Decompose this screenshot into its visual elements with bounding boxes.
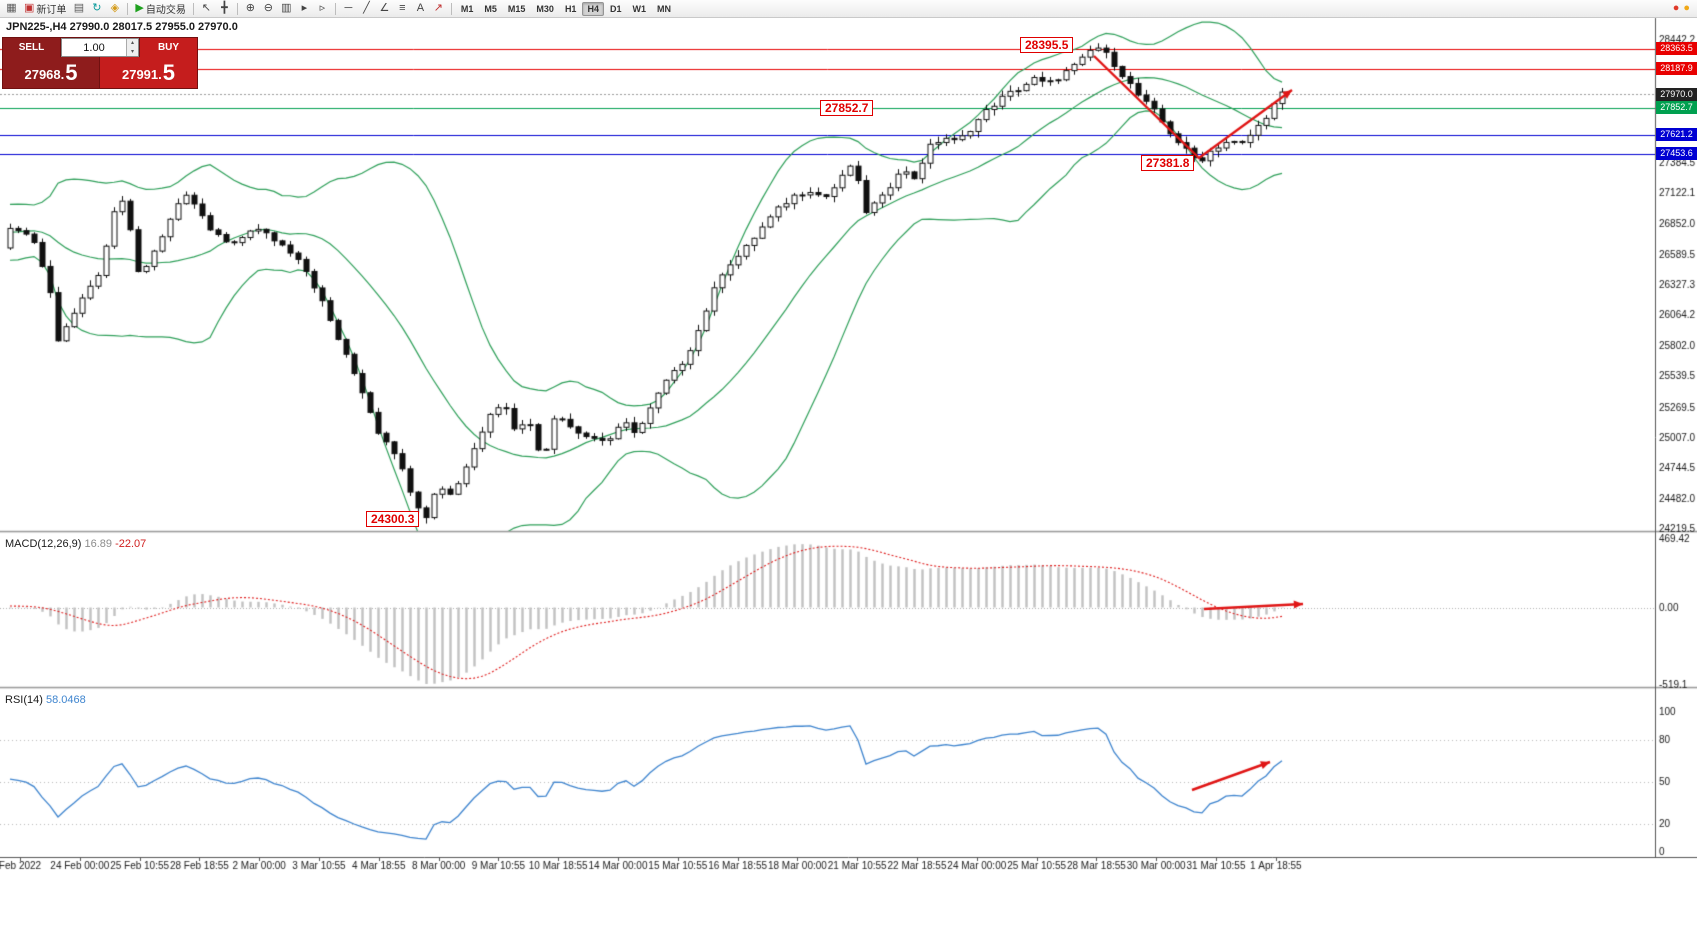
rsi-name: RSI(14) <box>5 694 43 706</box>
buy-price-main: 27991. <box>121 67 162 82</box>
timeframe-button-m15[interactable]: M15 <box>507 3 526 14</box>
refresh-icon: ↻ <box>92 2 102 14</box>
favorites-button[interactable]: ◈ <box>106 1 123 16</box>
new-order-icon: ▣ <box>24 2 35 14</box>
charts-grid-icon: ▦ <box>6 2 17 14</box>
auto-trading-icon: ▶ <box>135 2 144 14</box>
auto-scroll-icon: ▸ <box>301 2 308 14</box>
arrow-tool-button[interactable]: ↗ <box>430 1 447 16</box>
zoom-out-icon: ⊖ <box>263 2 273 14</box>
charts-grid-button[interactable]: ▦ <box>3 1 20 16</box>
text-tool-button[interactable]: A <box>412 1 429 16</box>
chart-symbol-ohlc: JPN225-,H4 27990.0 28017.5 27955.0 27970… <box>6 21 238 33</box>
chart-list-button[interactable]: ▤ <box>70 1 87 16</box>
volume-spinner: ▴ ▾ <box>126 39 138 56</box>
chart-shift-button[interactable]: ▹ <box>314 1 331 16</box>
toolbar-separator <box>450 2 452 15</box>
buy-price-pip: 5 <box>162 60 175 85</box>
hline-tool-button[interactable]: ─ <box>340 1 357 16</box>
new-order-button-label: 新订单 <box>36 5 67 16</box>
trendline-tool-button[interactable]: ╱ <box>358 1 375 16</box>
zoom-out-button[interactable]: ⊖ <box>260 1 277 16</box>
buy-price[interactable]: 27991. 5 <box>100 57 197 88</box>
timeframe-button-m30[interactable]: M30 <box>536 3 554 14</box>
one-click-trading-widget: SELL ▴ ▾ BUY 27968.5 27991.5 <box>2 37 198 89</box>
toolbar-right-icons: ● ● <box>1673 3 1694 14</box>
timeframe-button-h4[interactable]: H4 <box>582 1 604 16</box>
buy-button[interactable]: BUY <box>139 38 197 57</box>
trade-widget-prices: 27968. 5 27991. 5 <box>3 57 197 88</box>
toolbar-separator <box>192 2 194 15</box>
toolbar-separator <box>334 2 336 15</box>
zoom-in-button[interactable]: ⊕ <box>242 1 259 16</box>
arrow-tool-icon: ↗ <box>433 2 443 14</box>
timeframe-button-m5[interactable]: M5 <box>484 3 497 14</box>
crosshair-button[interactable]: ╋ <box>216 1 233 16</box>
sell-price[interactable]: 27968. 5 <box>3 57 100 88</box>
timeframe-button-w1[interactable]: W1 <box>632 3 646 14</box>
notification-icon[interactable]: ● <box>1683 2 1690 14</box>
zoom-in-icon: ⊕ <box>245 2 255 14</box>
hline-tool-icon: ─ <box>344 2 353 14</box>
chart-shift-icon: ▹ <box>319 2 326 14</box>
fibonacci-tool-icon: ≡ <box>399 2 406 14</box>
channel-tool-icon: ∠ <box>379 2 390 14</box>
channel-tool-button[interactable]: ∠ <box>376 1 393 16</box>
tile-windows-icon: ▥ <box>281 2 292 14</box>
new-order-button[interactable]: ▣ 新订单 <box>21 1 69 17</box>
macd-name: MACD(12,26,9) <box>5 538 82 550</box>
toolbar-separator <box>236 2 238 15</box>
auto-trading-button[interactable]: ▶ 自动交易 <box>132 1 188 17</box>
alert-icon[interactable]: ● <box>1672 2 1680 14</box>
fibonacci-tool-button[interactable]: ≡ <box>394 1 411 16</box>
chart-list-icon: ▤ <box>73 2 85 14</box>
refresh-button[interactable]: ↻ <box>88 1 105 16</box>
toolbar-separator <box>127 2 129 15</box>
trendline-tool-icon: ╱ <box>363 2 370 14</box>
cursor-button[interactable]: ↖ <box>198 1 215 16</box>
auto-trading-button-label: 自动交易 <box>145 5 186 16</box>
rsi-value: 58.0468 <box>45 694 86 706</box>
cursor-icon: ↖ <box>201 2 211 14</box>
volume-increase-button[interactable]: ▴ <box>127 39 138 48</box>
crosshair-icon: ╋ <box>221 2 228 14</box>
auto-scroll-button[interactable]: ▸ <box>296 1 313 16</box>
macd-main-value: 16.89 <box>84 538 113 550</box>
timeframe-button-h1[interactable]: H1 <box>564 3 577 14</box>
volume-input[interactable] <box>62 39 126 56</box>
sell-price-pip: 5 <box>65 60 78 85</box>
rsi-indicator-label: RSI(14) 58.0468 <box>5 694 86 706</box>
timeframe-button-m1[interactable]: M1 <box>460 3 474 14</box>
timeframe-button-d1[interactable]: D1 <box>609 3 622 14</box>
volume-field: ▴ ▾ <box>61 38 139 57</box>
sell-price-main: 27968. <box>24 67 65 82</box>
favorites-icon: ◈ <box>110 2 120 14</box>
text-tool-icon: A <box>416 2 425 14</box>
trade-widget-top-row: SELL ▴ ▾ BUY <box>3 38 197 57</box>
tile-windows-button[interactable]: ▥ <box>278 1 295 16</box>
toolbar: ▦ ▣ 新订单 ▤ ↻ ◈ ▶ 自动交易 ↖ ╋ ⊕ ⊖ ▥ ▸ ▹ ─ ╱ ∠ ≡ A ↗ M1 M5 M15 M30 H1 H4… <box>0 0 1697 18</box>
volume-decrease-button[interactable]: ▾ <box>127 47 138 56</box>
macd-indicator-label: MACD(12,26,9) 16.89 -22.07 <box>5 538 146 550</box>
sell-button[interactable]: SELL <box>3 38 61 57</box>
macd-signal-value: -22.07 <box>115 538 147 550</box>
timeframe-button-mn[interactable]: MN <box>656 3 671 14</box>
